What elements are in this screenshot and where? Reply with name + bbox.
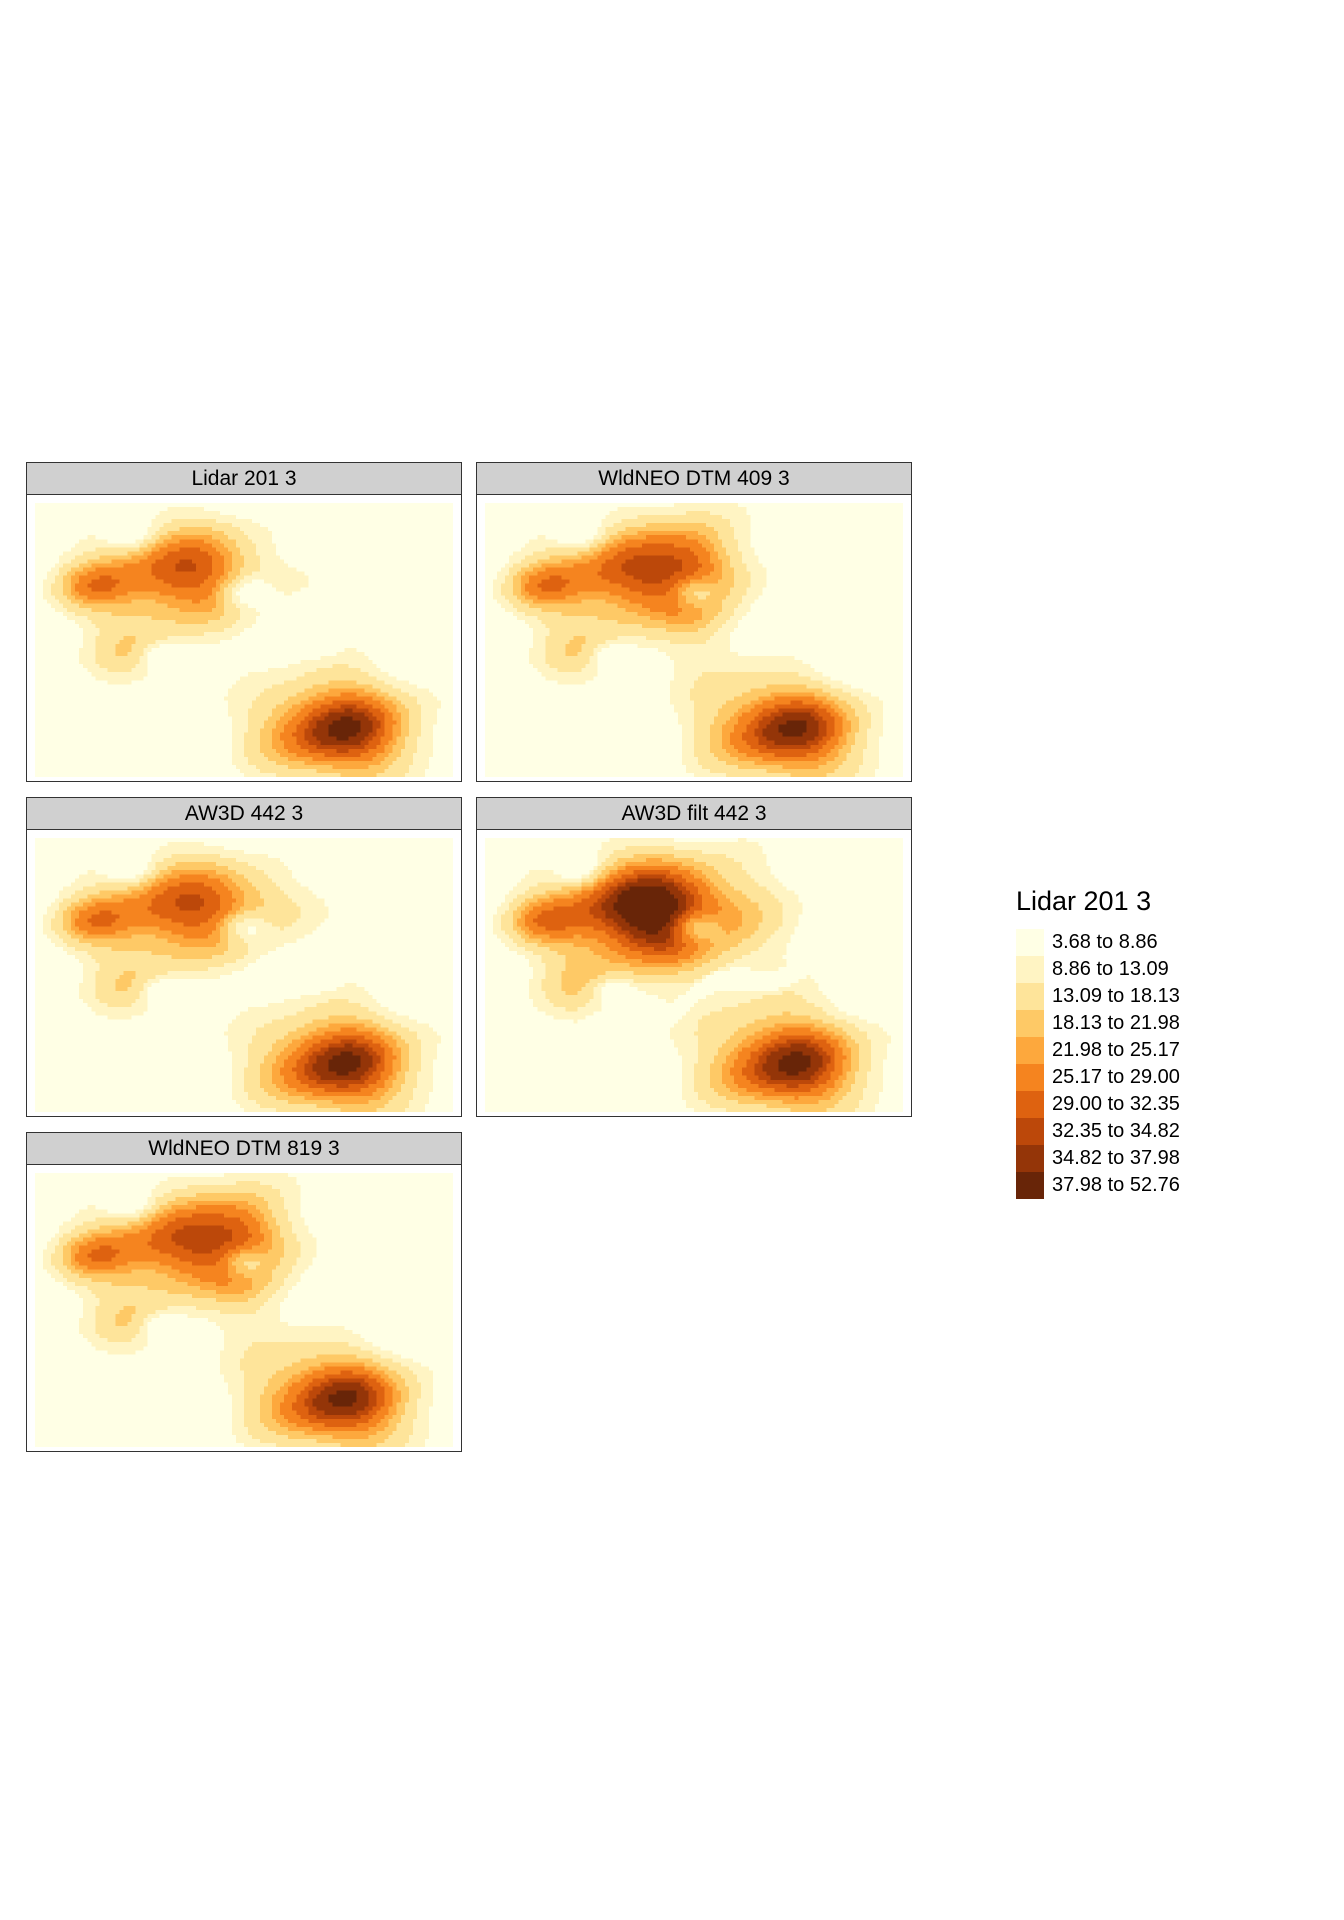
legend-label: 18.13 to 21.98 (1052, 1012, 1180, 1035)
legend-label: 13.09 to 18.13 (1052, 985, 1180, 1008)
legend-label: 25.17 to 29.00 (1052, 1066, 1180, 1089)
legend-swatch (1016, 929, 1044, 956)
legend-item: 29.00 to 32.35 (1016, 1091, 1180, 1118)
legend-items: 3.68 to 8.86 8.86 to 13.09 13.09 to 18.13 1… (1016, 929, 1180, 1199)
elevation-raster (485, 838, 903, 1112)
legend-label: 21.98 to 25.17 (1052, 1039, 1180, 1062)
elevation-raster (485, 503, 903, 777)
legend-label: 34.82 to 37.98 (1052, 1147, 1180, 1170)
legend-item: 13.09 to 18.13 (1016, 983, 1180, 1010)
legend-label: 29.00 to 32.35 (1052, 1093, 1180, 1116)
legend-item: 25.17 to 29.00 (1016, 1064, 1180, 1091)
panel-title: WldNEO DTM 819 3 (27, 1133, 461, 1165)
elevation-raster (35, 838, 453, 1112)
map-panel-aw3d: AW3D 442 3 (26, 797, 462, 1117)
legend-item: 34.82 to 37.98 (1016, 1145, 1180, 1172)
legend-title: Lidar 201 3 (1016, 886, 1180, 917)
panel-title: AW3D 442 3 (27, 798, 461, 830)
map-panel-wldneo-409: WldNEO DTM 409 3 (476, 462, 912, 782)
elevation-map (35, 1173, 453, 1447)
elevation-map (35, 838, 453, 1112)
legend-item: 3.68 to 8.86 (1016, 929, 1180, 956)
legend-swatch (1016, 1010, 1044, 1037)
legend-item: 8.86 to 13.09 (1016, 956, 1180, 983)
legend-swatch (1016, 1037, 1044, 1064)
map-panel-wldneo-819: WldNEO DTM 819 3 (26, 1132, 462, 1452)
panel-title: Lidar 201 3 (27, 463, 461, 495)
legend-swatch (1016, 956, 1044, 983)
legend-label: 8.86 to 13.09 (1052, 958, 1169, 981)
panel-title: AW3D filt 442 3 (477, 798, 911, 830)
legend-item: 32.35 to 34.82 (1016, 1118, 1180, 1145)
legend-swatch (1016, 1091, 1044, 1118)
legend-swatch (1016, 1172, 1044, 1199)
legend-swatch (1016, 1064, 1044, 1091)
legend-item: 18.13 to 21.98 (1016, 1010, 1180, 1037)
legend-label: 32.35 to 34.82 (1052, 1120, 1180, 1143)
legend-swatch (1016, 983, 1044, 1010)
elevation-map (35, 503, 453, 777)
elevation-map (485, 503, 903, 777)
panel-title: WldNEO DTM 409 3 (477, 463, 911, 495)
legend-item: 21.98 to 25.17 (1016, 1037, 1180, 1064)
map-panel-lidar: Lidar 201 3 (26, 462, 462, 782)
legend: Lidar 201 3 3.68 to 8.86 8.86 to 13.09 13.… (1016, 886, 1180, 1199)
legend-label: 37.98 to 52.76 (1052, 1174, 1180, 1197)
legend-item: 37.98 to 52.76 (1016, 1172, 1180, 1199)
elevation-raster (35, 503, 453, 777)
legend-label: 3.68 to 8.86 (1052, 931, 1158, 954)
map-panel-aw3d-filt: AW3D filt 442 3 (476, 797, 912, 1117)
elevation-map (485, 838, 903, 1112)
elevation-raster (35, 1173, 453, 1447)
legend-swatch (1016, 1118, 1044, 1145)
legend-swatch (1016, 1145, 1044, 1172)
